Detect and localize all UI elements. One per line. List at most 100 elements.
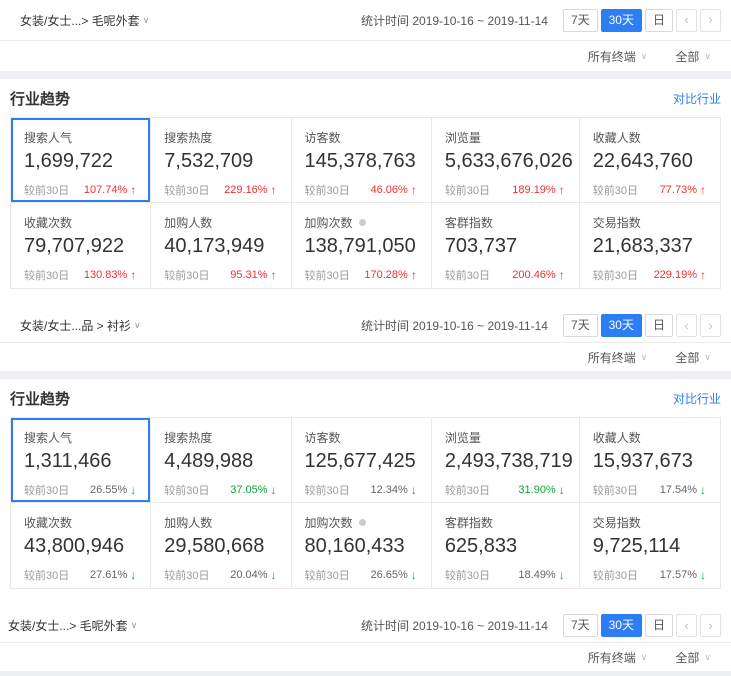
info-icon[interactable] [358, 219, 366, 226]
category-breadcrumb[interactable]: 女装/女士...> 毛呢外套 ∨ [8, 617, 137, 634]
compare-period-label: 较前30日 [24, 185, 70, 197]
chevron-down-icon: ∨ [704, 651, 711, 662]
metric-card[interactable]: 搜索热度 4,489,988 较前30日 37.05% ↓ [151, 418, 292, 503]
terminal-dropdown[interactable]: 所有终端 ∨ [588, 48, 648, 65]
breadcrumb-label: 女装/女士...> 毛呢外套 [8, 619, 128, 633]
metric-label: 收藏人数 [592, 131, 641, 145]
range-button-7天[interactable]: 7天 [562, 8, 598, 32]
range-button-日[interactable]: 日 [644, 614, 673, 637]
trend-arrow-icon: ↑ [700, 268, 706, 282]
metric-value: 2,493,738,719 [444, 450, 573, 472]
trend-arrow-icon: ↑ [270, 268, 277, 282]
prev-period-button[interactable]: ‹ [676, 614, 697, 637]
change-indicator: 229.19% ↑ [654, 268, 706, 282]
change-percent: 77.73% [659, 184, 697, 196]
trend-arrow-icon: ↓ [410, 568, 417, 582]
metric-card[interactable]: 搜索人气 1,311,466 较前30日 26.55% ↓ [11, 418, 152, 503]
range-button-30天[interactable]: 30天 [600, 8, 642, 32]
metric-card[interactable]: 收藏次数 79,707,922 较前30日 130.83% ↑ [11, 203, 152, 288]
date-controls: 统计时间 2019-10-16 ~ 2019-11-14 7天 30天日 ‹ › [361, 314, 721, 337]
metric-label-row: 收藏人数 [593, 129, 714, 146]
metric-footer: 较前30日 17.57% ↓ [593, 567, 714, 583]
range-button-30天[interactable]: 30天 [600, 614, 642, 637]
next-period-button[interactable]: › [700, 8, 721, 32]
metric-card[interactable]: 加购人数 40,173,949 较前30日 95.31% ↑ [151, 203, 292, 288]
metric-card[interactable]: 浏览量 5,633,676,026 较前30日 189.19% ↑ [431, 118, 580, 203]
section-header: 女装/女士...> 毛呢外套 ∨ 统计时间 2019-10-16 ~ 2019-… [0, 609, 731, 643]
metric-card[interactable]: 客群指数 625,833 较前30日 18.49% ↓ [431, 503, 580, 588]
metric-label: 收藏人数 [592, 431, 641, 445]
change-percent: 12.34% [370, 484, 408, 496]
next-period-button[interactable]: › [700, 614, 721, 637]
change-percent: 170.28% [364, 269, 408, 281]
chevron-down-icon: ∨ [640, 351, 648, 362]
trend-arrow-icon: ↑ [130, 268, 137, 282]
metric-card[interactable]: 客群指数 703,737 较前30日 200.46% ↑ [431, 203, 580, 288]
change-percent: 130.83% [83, 269, 128, 281]
metric-card[interactable]: 加购次数 80,160,433 较前30日 26.65% ↓ [291, 503, 432, 588]
next-period-button[interactable]: › [700, 314, 721, 337]
category-section: 女装/女士...> 毛呢外套 ∨ 统计时间 2019-10-16 ~ 2019-… [0, 0, 731, 309]
metric-footer: 较前30日 18.49% ↓ [445, 567, 573, 583]
prev-period-button[interactable]: ‹ [676, 8, 697, 32]
metric-value: 79,707,922 [24, 235, 125, 257]
metric-value: 22,643,760 [592, 150, 693, 172]
metric-footer: 较前30日 170.28% ↑ [305, 267, 425, 283]
metric-card[interactable]: 收藏次数 43,800,946 较前30日 27.61% ↓ [11, 503, 152, 588]
metric-label-row: 交易指数 [593, 514, 714, 531]
metric-card[interactable]: 搜索热度 7,532,709 较前30日 229.16% ↑ [151, 118, 292, 203]
compare-period-label: 较前30日 [592, 270, 638, 282]
compare-industry-link[interactable]: 对比行业 [672, 91, 721, 106]
metric-label-row: 收藏次数 [24, 214, 144, 231]
filter-row: 所有终端 ∨ 全部 ∨ [0, 643, 731, 671]
metric-value: 138,791,050 [304, 235, 416, 257]
compare-period-label: 较前30日 [304, 570, 350, 582]
metric-label: 交易指数 [592, 216, 641, 230]
chevron-down-icon: ∨ [142, 14, 150, 25]
range-button-30天[interactable]: 30天 [600, 314, 642, 337]
metric-card[interactable]: 收藏人数 22,643,760 较前30日 77.73% ↑ [579, 118, 720, 203]
change-percent: 200.46% [512, 269, 556, 281]
metric-card[interactable]: 交易指数 9,725,114 较前30日 17.57% ↓ [579, 503, 720, 588]
terminal-dropdown-label: 所有终端 [587, 49, 636, 64]
metric-card[interactable]: 访客数 145,378,763 较前30日 46.06% ↑ [291, 118, 432, 203]
metric-card[interactable]: 加购人数 29,580,668 较前30日 20.04% ↓ [151, 503, 292, 588]
change-indicator: 27.61% ↓ [90, 568, 136, 582]
range-button-7天[interactable]: 7天 [562, 314, 598, 337]
metric-card[interactable]: 搜索人气 1,699,722 较前30日 107.74% ↑ [11, 118, 152, 203]
metric-value: 703,737 [444, 235, 518, 257]
range-button-日[interactable]: 日 [644, 8, 673, 32]
metric-label: 客群指数 [444, 216, 493, 230]
scope-dropdown[interactable]: 全部 ∨ [675, 649, 711, 666]
range-button-日[interactable]: 日 [644, 314, 673, 337]
metric-label-row: 访客数 [305, 429, 425, 446]
chevron-down-icon: ∨ [704, 351, 711, 362]
metric-card[interactable]: 浏览量 2,493,738,719 较前30日 31.90% ↓ [431, 418, 580, 503]
category-breadcrumb[interactable]: 女装/女士...品 > 衬衫 ∨ [20, 317, 141, 334]
metric-card[interactable]: 访客数 125,677,425 较前30日 12.34% ↓ [291, 418, 432, 503]
metric-card[interactable]: 收藏人数 15,937,673 较前30日 17.54% ↓ [579, 418, 720, 503]
trend-arrow-icon: ↓ [410, 483, 417, 497]
metric-card[interactable]: 加购次数 138,791,050 较前30日 170.28% ↑ [291, 203, 432, 288]
change-percent: 17.57% [659, 569, 697, 581]
scope-dropdown[interactable]: 全部 ∨ [675, 349, 711, 366]
chevron-down-icon: ∨ [640, 50, 648, 61]
prev-period-button[interactable]: ‹ [676, 314, 697, 337]
compare-period-label: 较前30日 [444, 570, 491, 582]
terminal-dropdown[interactable]: 所有终端 ∨ [588, 349, 648, 366]
change-indicator: 17.54% ↓ [660, 483, 706, 497]
change-indicator: 229.16% ↑ [224, 183, 276, 197]
terminal-dropdown[interactable]: 所有终端 ∨ [588, 649, 648, 666]
trend-arrow-icon: ↓ [130, 568, 137, 582]
metric-card[interactable]: 交易指数 21,683,337 较前30日 229.19% ↑ [579, 203, 720, 288]
category-breadcrumb[interactable]: 女装/女士...> 毛呢外套 ∨ [20, 12, 149, 29]
metric-value: 5,633,676,026 [444, 150, 573, 172]
compare-industry-link[interactable]: 对比行业 [672, 391, 721, 406]
filter-row: 所有终端 ∨ 全部 ∨ [0, 343, 731, 371]
metric-footer: 较前30日 130.83% ↑ [24, 267, 144, 283]
scope-dropdown[interactable]: 全部 ∨ [675, 48, 711, 65]
info-icon[interactable] [358, 519, 366, 526]
metric-label-row: 搜索热度 [164, 129, 284, 146]
change-indicator: 12.34% ↓ [371, 483, 417, 497]
range-button-7天[interactable]: 7天 [562, 614, 598, 637]
